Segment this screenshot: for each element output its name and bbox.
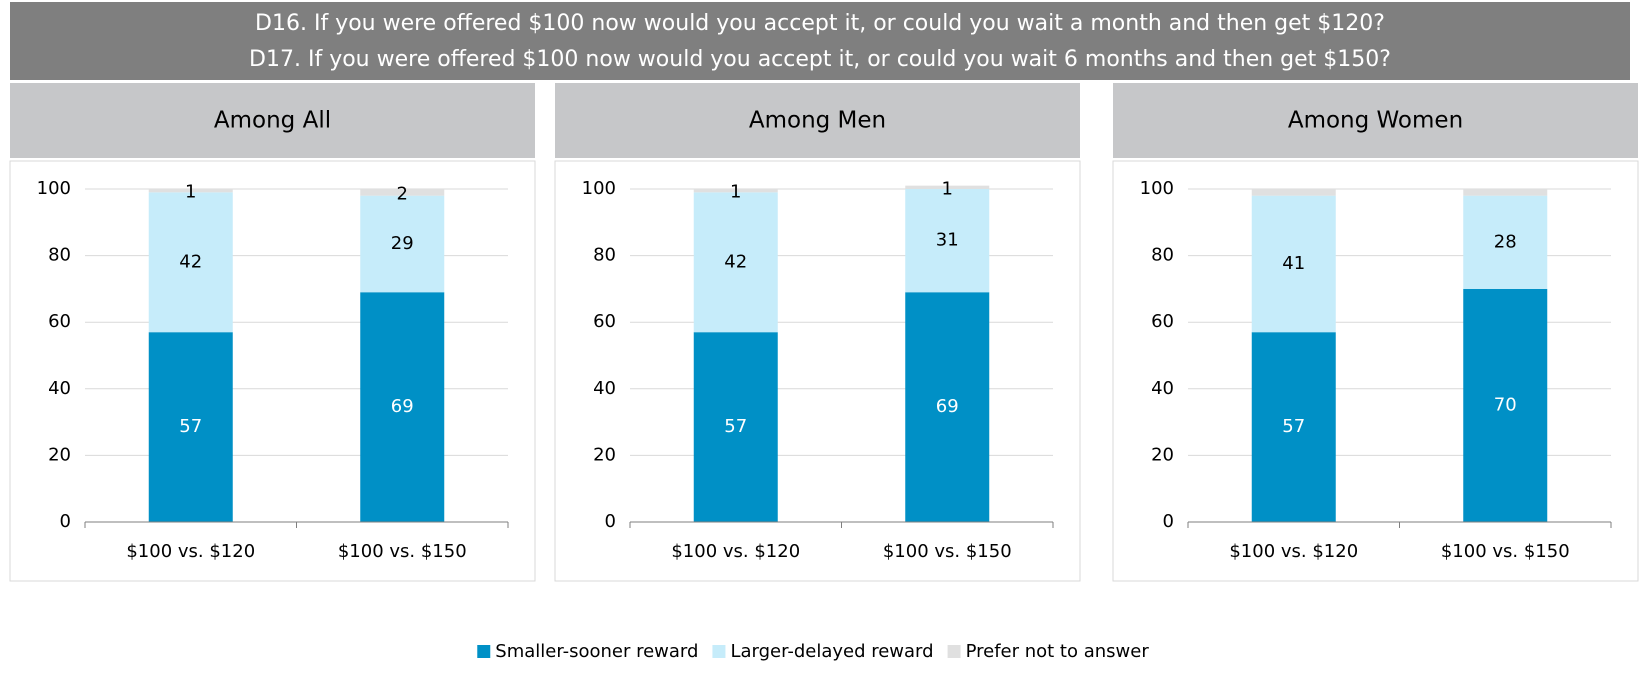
legend-swatch: [712, 645, 726, 658]
y-tick-label: 80: [48, 245, 71, 266]
data-label: 31: [936, 230, 959, 251]
x-tick-label: $100 vs. $120: [671, 541, 800, 562]
y-tick-label: 100: [37, 178, 71, 199]
x-tick-label: $100 vs. $150: [338, 541, 467, 562]
bar-segment: [1463, 189, 1548, 196]
panel-box: [1112, 160, 1639, 582]
data-label: 69: [936, 396, 959, 417]
header-title: D17. If you were offered $100 now would …: [249, 47, 1391, 72]
panel-box: [554, 160, 1081, 582]
y-tick-label: 40: [1151, 378, 1174, 399]
y-tick-label: 100: [1140, 178, 1174, 199]
bar-segment: [1251, 189, 1336, 196]
bar-segment: [693, 192, 778, 333]
data-label: 1: [730, 182, 741, 203]
bar-segment: [905, 189, 990, 293]
bar-segment: [693, 189, 778, 193]
y-tick-label: 60: [593, 311, 616, 332]
data-label: 57: [724, 416, 747, 437]
panel-title-box: [555, 83, 1080, 158]
bar-segment: [360, 189, 445, 196]
y-tick-label: 20: [1151, 444, 1174, 465]
y-tick-label: 0: [1163, 511, 1174, 532]
bar-segment: [1463, 288, 1548, 522]
panel-box: [9, 160, 536, 582]
y-tick-label: 80: [593, 245, 616, 266]
y-tick-label: 80: [1151, 245, 1174, 266]
bar-segment: [1251, 332, 1336, 522]
x-tick-label: $100 vs. $150: [1441, 541, 1570, 562]
legend-label: Larger-delayed reward: [730, 641, 933, 662]
panel-title: Among Men: [749, 108, 886, 134]
data-label: 57: [1282, 416, 1305, 437]
data-label: 42: [179, 251, 202, 272]
y-tick-label: 20: [48, 444, 71, 465]
panel-title: Among All: [214, 108, 331, 134]
panel-title-box: [1113, 83, 1638, 158]
data-label: 28: [1494, 231, 1517, 252]
legend-label: Prefer not to answer: [966, 641, 1150, 662]
data-label: 57: [179, 416, 202, 437]
legend-swatch: [947, 645, 961, 658]
bar-segment: [148, 192, 233, 333]
y-tick-label: 40: [48, 378, 71, 399]
legend-swatch: [477, 645, 491, 658]
data-label: 29: [391, 233, 414, 254]
bar-segment: [1463, 195, 1548, 289]
panel-title: Among Women: [1288, 108, 1463, 134]
data-label: 41: [1282, 253, 1305, 274]
x-tick-label: $100 vs. $120: [126, 541, 255, 562]
y-tick-label: 100: [582, 178, 616, 199]
data-label: 42: [724, 251, 747, 272]
y-tick-label: 40: [593, 378, 616, 399]
data-label: 2: [397, 183, 408, 204]
data-label: 69: [391, 396, 414, 417]
x-tick-label: $100 vs. $120: [1229, 541, 1358, 562]
y-tick-label: 20: [593, 444, 616, 465]
bar-segment: [360, 292, 445, 522]
y-tick-label: 0: [60, 511, 71, 532]
bar-segment: [905, 185, 990, 189]
data-label: 1: [185, 182, 196, 203]
bar-segment: [905, 292, 990, 522]
bar-segment: [360, 195, 445, 293]
x-tick-label: $100 vs. $150: [883, 541, 1012, 562]
data-label: 1: [942, 178, 953, 199]
bar-segment: [693, 332, 778, 522]
header-title: D16. If you were offered $100 now would …: [255, 11, 1385, 36]
bar-segment: [148, 189, 233, 193]
data-label: 70: [1494, 394, 1517, 415]
y-tick-label: 60: [48, 311, 71, 332]
y-tick-label: 0: [605, 511, 616, 532]
bar-segment: [1251, 195, 1336, 333]
y-tick-label: 60: [1151, 311, 1174, 332]
legend-label: Smaller-sooner reward: [495, 641, 698, 662]
header-bar: [10, 2, 1630, 80]
panel-title-box: [10, 83, 535, 158]
bar-segment: [148, 332, 233, 522]
